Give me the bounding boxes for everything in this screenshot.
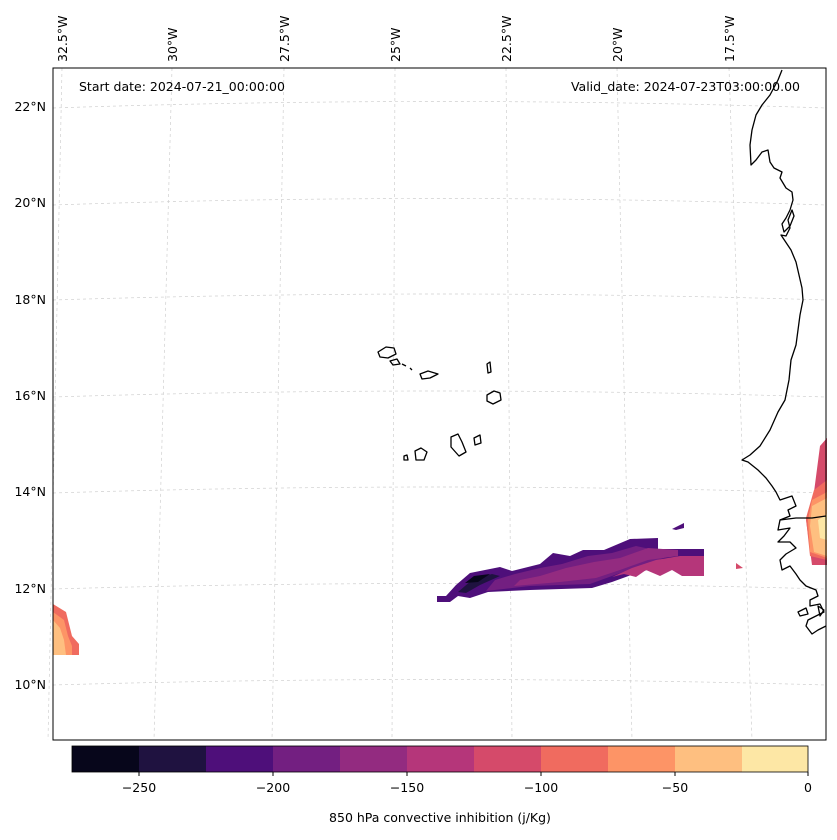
- island-brava: [403, 454, 409, 461]
- longitude-labels: 32.5°W 30°W 27.5°W 25°W 22.5°W 20°W 17.5…: [55, 16, 737, 62]
- african-coastline: [741, 69, 827, 635]
- gambia-river-border: [779, 515, 827, 521]
- lon-label-27-5w: 27.5°W: [277, 16, 292, 62]
- colorbar-tick-0: 0: [804, 780, 812, 795]
- lon-label-25w: 25°W: [388, 27, 403, 62]
- lat-label-10n: 10°N: [14, 677, 46, 692]
- colorbar-bin-7: [541, 746, 608, 772]
- colorbar-tick-minus150: −150: [390, 780, 424, 795]
- colorbar-bin-4: [340, 746, 407, 772]
- island-santo-antao: [377, 346, 397, 359]
- lon-label-20w: 20°W: [610, 27, 625, 62]
- start-date-label: Start date: 2024-07-21_00:00:00: [79, 79, 285, 94]
- lon-label-22-5w: 22.5°W: [499, 16, 514, 62]
- colorbar-bin-6: [474, 746, 541, 772]
- island-sal: [486, 361, 492, 374]
- island-boa-vista: [486, 390, 502, 405]
- island-sao-vicente: [389, 358, 401, 366]
- colorbar-tick-minus100: −100: [524, 780, 558, 795]
- latitude-labels: 22°N 20°N 18°N 16°N 14°N 12°N 10°N: [14, 99, 46, 692]
- gridlines: [47, 67, 827, 741]
- island-maio: [473, 434, 482, 446]
- lon-label-30w: 30°W: [165, 27, 180, 62]
- map-frame: [52, 67, 827, 741]
- colorbar-bin-1: [139, 746, 206, 772]
- colorbar-ticks: [138, 772, 809, 776]
- lat-label-12n: 12°N: [14, 581, 46, 596]
- lat-label-14n: 14°N: [14, 484, 46, 499]
- lat-label-20n: 20°N: [14, 195, 46, 210]
- colorbar-bin-5: [407, 746, 474, 772]
- colorbar-bin-9: [675, 746, 742, 772]
- island-fogo: [414, 447, 428, 461]
- cin-east-edge-lighter: [810, 498, 827, 556]
- cin-band-dark-core: [458, 574, 500, 593]
- colorbar-bin-2: [206, 746, 273, 772]
- island-santa-luzia: [401, 363, 407, 367]
- cin-band-darkest: [465, 574, 490, 583]
- cin-band-east: [612, 556, 704, 577]
- island-santiago: [450, 433, 467, 457]
- guinea-bissau-islands: [797, 605, 825, 617]
- cin-band-inner: [514, 548, 678, 586]
- lon-label-17-5w: 17.5°W: [722, 16, 737, 62]
- colorbar: −250 −200 −150 −100 −50 0 850 hPa convec…: [71, 745, 812, 825]
- colorbar-title: 850 hPa convective inhibition (j/Kg): [329, 810, 551, 825]
- cin-blob-east: [736, 563, 743, 569]
- lon-label-32-5w: 32.5°W: [55, 16, 70, 62]
- colorbar-tick-minus250: −250: [122, 780, 156, 795]
- colorbar-bin-3: [273, 746, 340, 772]
- lat-label-18n: 18°N: [14, 292, 46, 307]
- colorbar-bin-0: [72, 746, 139, 772]
- coastlines: [377, 69, 827, 635]
- valid-date-label: Valid_date: 2024-07-23T03:00:00.00: [571, 79, 800, 94]
- lat-label-16n: 16°N: [14, 388, 46, 403]
- colorbar-bin-8: [608, 746, 675, 772]
- island-sao-nicolau: [409, 367, 439, 380]
- colorbar-tick-minus200: −200: [256, 780, 290, 795]
- cin-west-edge-light: [53, 620, 66, 655]
- cin-east-edge-pale: [818, 514, 827, 540]
- cin-blob-north: [672, 523, 684, 530]
- lat-label-22n: 22°N: [14, 99, 46, 114]
- cin-field: [53, 438, 827, 655]
- colorbar-tick-minus50: −50: [662, 780, 688, 795]
- colorbar-frame: [71, 745, 809, 773]
- colorbar-bin-10: [742, 746, 808, 772]
